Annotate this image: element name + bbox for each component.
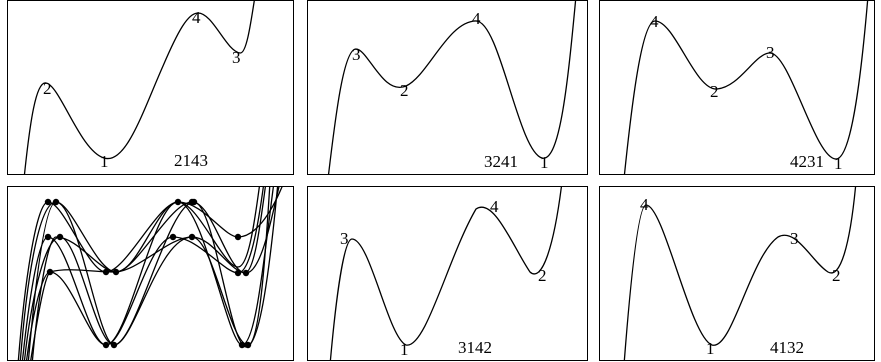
extremum-dot [44, 233, 52, 241]
extremum-dot [112, 268, 120, 276]
extremum-dot [110, 341, 118, 349]
extremum-label: 2 [400, 81, 409, 100]
extremum-label: 4 [640, 195, 649, 214]
permutation-label: 2143 [174, 151, 208, 170]
overlay-plot [17, 187, 283, 360]
extremum-dot [234, 233, 242, 241]
curve [21, 187, 264, 360]
extremum-dot [238, 341, 246, 349]
extremum-label: 3 [340, 229, 349, 248]
extremum-label: 1 [400, 340, 409, 359]
curve [329, 187, 562, 360]
extremum-dot [174, 198, 182, 206]
panel-4231: 4 2 3 1 4231 [599, 0, 875, 175]
extremum-dot [188, 233, 196, 241]
extremum-label: 2 [538, 266, 547, 285]
extremum-dot [242, 269, 250, 277]
permutation-label: 4132 [770, 338, 804, 357]
extremum-label: 3 [352, 45, 361, 64]
extremum-dot [102, 268, 110, 276]
extremum-label: 1 [706, 339, 715, 358]
panel-4132: 4 1 3 2 4132 [599, 186, 875, 361]
permutation-label: 3241 [484, 152, 518, 171]
extremum-label: 4 [650, 12, 659, 31]
extremum-label: 4 [490, 197, 499, 216]
extremum-label: 3 [790, 229, 799, 248]
curve-plot: 4 2 3 1 4231 [623, 1, 869, 174]
permutation-label: 4231 [790, 152, 824, 171]
extremum-label: 1 [100, 152, 109, 171]
extremum-label: 2 [43, 79, 52, 98]
curve-plot: 3 2 4 1 3241 [327, 1, 577, 174]
curve [23, 1, 255, 174]
curve [17, 187, 260, 360]
panel-3241: 3 2 4 1 3241 [307, 0, 588, 175]
extremum-dot [44, 198, 52, 206]
extremum-label: 3 [766, 43, 775, 62]
curve-plot: 2 1 4 3 2143 [23, 1, 255, 174]
extremum-dot [244, 341, 252, 349]
panel-overlay [7, 186, 294, 361]
extremum-dot [190, 198, 198, 206]
extremum-label: 4 [472, 9, 481, 28]
extremum-label: 1 [834, 154, 843, 173]
extremum-dot [102, 341, 110, 349]
extremum-label: 2 [832, 266, 841, 285]
curve-plot: 3 1 4 2 3142 [329, 187, 562, 360]
extremum-dot [234, 269, 242, 277]
curve [27, 187, 279, 360]
extremum-dot [46, 268, 54, 276]
extremum-label: 2 [710, 82, 719, 101]
extremum-label: 1 [540, 153, 549, 172]
panel-3142: 3 1 4 2 3142 [307, 186, 588, 361]
permutation-label: 3142 [458, 338, 492, 357]
curve [327, 1, 577, 174]
curve [623, 187, 857, 360]
extremum-label: 3 [232, 48, 241, 67]
extremum-dot [56, 233, 64, 241]
extremum-dot [169, 233, 177, 241]
curve [30, 187, 280, 360]
extremum-label: 4 [192, 8, 201, 27]
curve [623, 1, 869, 174]
extremum-dot [52, 198, 60, 206]
curve-plot: 4 1 3 2 4132 [623, 187, 857, 360]
panel-2143: 2 1 4 3 2143 [7, 0, 294, 175]
